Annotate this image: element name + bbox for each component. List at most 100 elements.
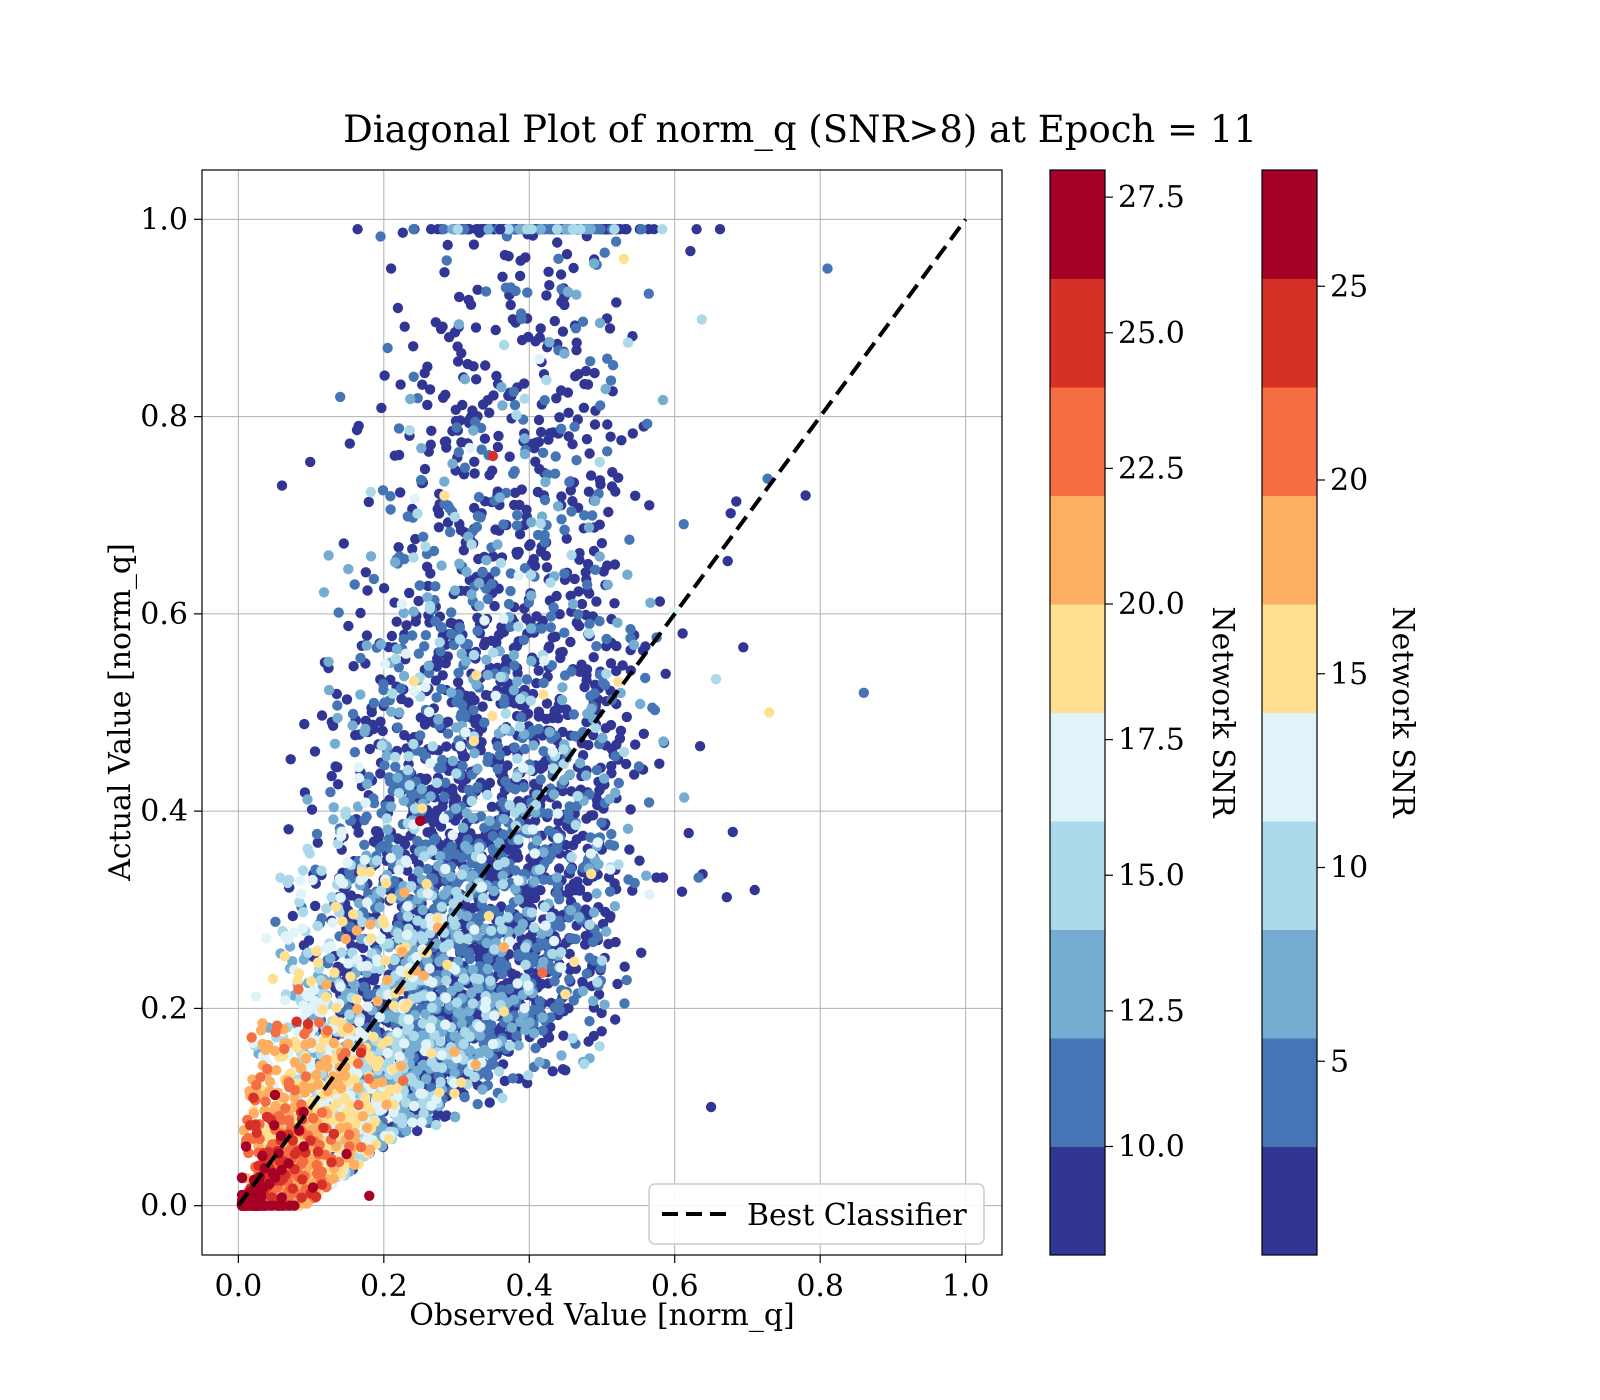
scatter-point <box>354 1016 365 1027</box>
scatter-point <box>431 1119 442 1131</box>
scatter-point <box>362 585 373 596</box>
scatter-point <box>469 973 481 984</box>
scatter-point <box>462 358 473 370</box>
scatter-point <box>280 995 291 1006</box>
scatter-point <box>591 764 603 776</box>
scatter-point <box>587 510 598 521</box>
scatter-point <box>522 1078 533 1089</box>
scatter-point <box>455 1009 467 1021</box>
scatter-point <box>534 332 545 343</box>
scatter-point <box>368 798 380 809</box>
scatter-point <box>539 395 550 406</box>
scatter-point <box>643 288 654 299</box>
scatter-point <box>480 636 491 647</box>
scatter-point <box>392 928 404 939</box>
scatter-point <box>515 693 526 705</box>
scatter-point <box>468 425 479 436</box>
scatter-point <box>511 409 522 421</box>
scatter-point <box>596 538 608 549</box>
scatter-point <box>658 736 669 747</box>
scatter-point <box>593 859 604 870</box>
scatter-point <box>325 786 336 798</box>
scatter-point <box>490 324 501 336</box>
scatter-point <box>312 957 324 968</box>
scatter-point <box>363 1073 374 1084</box>
scatter-point <box>602 560 613 571</box>
scatter-point <box>421 878 432 890</box>
scatter-point <box>436 1062 448 1074</box>
scatter-point <box>494 1066 505 1077</box>
scatter-point <box>447 755 459 767</box>
scatter-point <box>468 735 480 747</box>
scatter-point <box>312 837 323 848</box>
scatter-point <box>287 910 298 922</box>
scatter-point <box>480 996 492 1007</box>
scatter-point <box>383 833 395 844</box>
scatter-point <box>693 872 704 883</box>
scatter-point <box>563 407 574 418</box>
scatter-point <box>449 585 461 596</box>
scatter-point <box>364 866 376 878</box>
scatter-point <box>497 870 508 881</box>
scatter-point <box>459 462 471 473</box>
scatter-point <box>498 613 509 624</box>
scatter-point <box>523 1070 534 1081</box>
scatter-point <box>558 744 569 755</box>
scatter-point <box>513 875 524 886</box>
scatter-point <box>479 615 490 626</box>
scatter-point <box>594 1041 605 1052</box>
scatter-point <box>406 979 417 991</box>
scatter-point <box>352 224 363 235</box>
scatter-point <box>321 979 332 990</box>
scatter-point <box>416 443 427 454</box>
scatter-point <box>330 761 341 772</box>
scatter-point <box>331 1098 342 1110</box>
scatter-point <box>600 383 611 395</box>
scatter-point <box>301 1053 312 1064</box>
scatter-point <box>555 921 566 932</box>
scatter-point <box>311 828 323 840</box>
scatter-point <box>392 772 403 783</box>
scatter-point <box>447 914 459 925</box>
scatter-point <box>482 593 494 605</box>
scatter-point <box>505 568 517 579</box>
scatter-point <box>381 1099 392 1110</box>
scatter-point <box>357 1111 368 1122</box>
scatter-point <box>431 692 442 703</box>
scatter-point <box>579 1058 590 1070</box>
scatter-point <box>504 983 515 995</box>
scatter-point <box>571 834 583 845</box>
scatter-point <box>592 837 603 848</box>
scatter-point <box>518 782 529 793</box>
scatter-point <box>398 607 409 619</box>
scatter-point <box>555 385 567 396</box>
scatter-point <box>577 316 589 327</box>
scatter-point <box>393 787 405 799</box>
scatter-point <box>471 670 482 681</box>
scatter-point <box>355 607 366 619</box>
scatter-point <box>486 925 497 936</box>
scatter-point <box>457 399 468 411</box>
scatter-point <box>573 586 584 597</box>
scatter-point <box>386 706 397 717</box>
scatter-point <box>568 709 579 720</box>
scatter-point <box>549 315 560 327</box>
scatter-point <box>582 891 593 903</box>
scatter-point <box>408 1100 420 1112</box>
scatter-point <box>584 618 595 630</box>
scatter-point <box>552 833 564 844</box>
scatter-point <box>580 770 592 781</box>
scatter-point <box>638 728 649 739</box>
scatter-point <box>328 814 339 825</box>
scatter-point <box>498 519 509 530</box>
scatter-point <box>401 929 413 940</box>
scatter-point <box>375 716 386 727</box>
scatter-point <box>561 249 573 260</box>
scatter-point <box>394 707 405 718</box>
scatter-point <box>621 974 632 986</box>
scatter-point <box>537 761 549 773</box>
scatter-point <box>373 1055 385 1067</box>
scatter-point <box>511 547 522 558</box>
scatter-point <box>353 1099 364 1111</box>
scatter-point <box>539 901 550 913</box>
